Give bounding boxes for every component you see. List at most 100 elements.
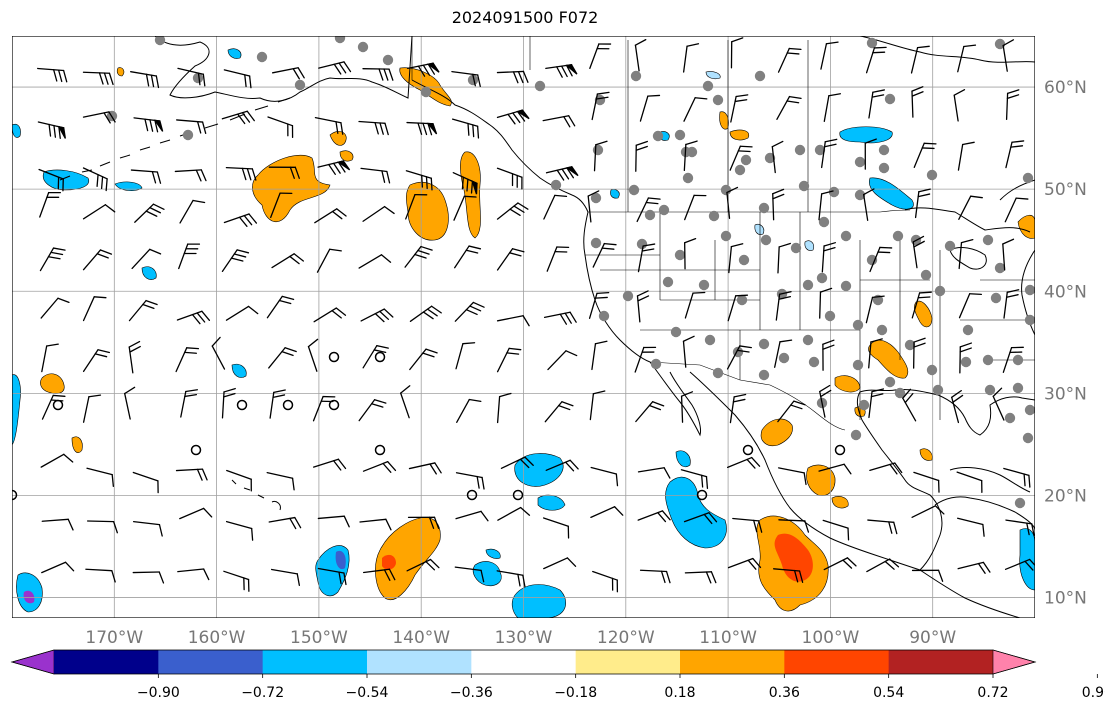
station-marker [590, 192, 602, 204]
wind-barb [360, 167, 391, 184]
station-marker [926, 364, 938, 376]
longitude-tick-label: 110°W [699, 628, 757, 648]
longitude-tick-label: 160°W [188, 628, 246, 648]
wind-barb [221, 110, 255, 125]
station-marker [736, 294, 748, 306]
station-marker [798, 180, 810, 192]
wind-barb [957, 517, 985, 537]
station-marker [994, 38, 1006, 50]
station-marker [894, 387, 906, 399]
colorbar-outline [10, 649, 1037, 675]
wind-barb [680, 469, 709, 489]
calm-wind-circle [328, 399, 340, 411]
station-marker [467, 74, 479, 86]
central-america-coastline [919, 496, 1035, 618]
wind-barb [40, 297, 70, 319]
station-markers [106, 36, 1035, 509]
station-marker [808, 356, 820, 368]
positive-anomaly-patch [729, 129, 750, 141]
wind-barb [863, 188, 875, 221]
negative-anomaly-patch [610, 189, 620, 199]
calm-wind-circle [742, 444, 754, 456]
calm-wind-circle [236, 399, 248, 411]
wind-barb [865, 46, 887, 74]
wind-barb [546, 246, 570, 272]
longitude-tick-label: 90°W [909, 628, 956, 648]
colorbar-segment [367, 650, 472, 674]
station-marker [294, 79, 306, 91]
negative-anomaly-patch [12, 123, 21, 138]
colorbar-tick-label: 0.90 [1082, 685, 1105, 701]
station-marker [824, 310, 836, 322]
wind-barb [636, 197, 661, 223]
hawaiian-islands [231, 479, 281, 511]
positive-anomaly-patch [339, 150, 354, 162]
wind-barb [544, 401, 574, 423]
calm-wind-circle [374, 444, 386, 456]
station-marker [590, 237, 602, 249]
wind-barb [726, 345, 753, 370]
wind-barb [818, 190, 834, 221]
wind-barb [496, 167, 523, 190]
negative-anomaly-patch [12, 374, 21, 446]
negative-anomaly-patch [804, 240, 815, 251]
positive-anomaly-patch [71, 436, 83, 453]
wind-barb [226, 469, 252, 492]
wind-barb [680, 391, 694, 423]
colorbar-extend-low [10, 649, 55, 675]
station-marker [550, 179, 562, 191]
station-marker [682, 172, 694, 184]
wind-barb [133, 117, 164, 133]
wind-barb [959, 342, 973, 374]
station-marker [650, 358, 662, 370]
colorbar-tick-label: 0.18 [664, 685, 695, 701]
wind-barb [682, 43, 700, 73]
station-marker [858, 399, 870, 411]
wind-barb [589, 390, 606, 421]
wind-barb [221, 249, 250, 272]
wind-barb [732, 517, 763, 533]
station-marker [182, 129, 194, 141]
wind-barb [496, 315, 530, 327]
wind-barb [176, 119, 207, 135]
station-marker [712, 94, 724, 106]
station-marker [962, 324, 974, 336]
wind-barb [730, 37, 744, 69]
wind-barb [865, 295, 885, 324]
wind-barb [1004, 558, 1035, 571]
station-marker [758, 202, 770, 214]
wind-barb [225, 305, 259, 321]
wind-barb [684, 194, 707, 221]
wind-barb [314, 208, 347, 224]
wind-barb [179, 199, 206, 224]
wind-barb [957, 141, 975, 171]
wind-barb [177, 67, 206, 87]
station-marker [1012, 354, 1024, 366]
station-marker [598, 310, 610, 322]
wind-barb [400, 385, 411, 419]
wind-barb [82, 71, 114, 86]
station-marker [702, 80, 714, 92]
wind-barb [132, 471, 159, 494]
latitude-tick-label: 50°N [1044, 180, 1087, 200]
wind-barb [912, 235, 925, 269]
station-marker [670, 326, 682, 338]
wind-barb [363, 568, 396, 581]
wind-barb [317, 160, 351, 175]
wind-barb [451, 118, 480, 139]
wind-barb [910, 45, 930, 74]
colorbar-tick-label: 0.54 [873, 685, 904, 701]
wind-barb [820, 41, 839, 70]
wind-barb [130, 71, 160, 89]
station-marker [778, 352, 790, 364]
great-lakes-outline [904, 207, 1031, 270]
wind-barb [132, 521, 163, 537]
negative-anomaly-patch [231, 363, 247, 378]
wind-barb [774, 339, 793, 368]
wind-barb [902, 388, 917, 422]
station-marker [794, 144, 806, 156]
station-marker [814, 144, 826, 156]
map-area [12, 36, 1035, 618]
latitude-tick-label: 20°N [1044, 486, 1087, 506]
wind-barb [317, 567, 347, 586]
